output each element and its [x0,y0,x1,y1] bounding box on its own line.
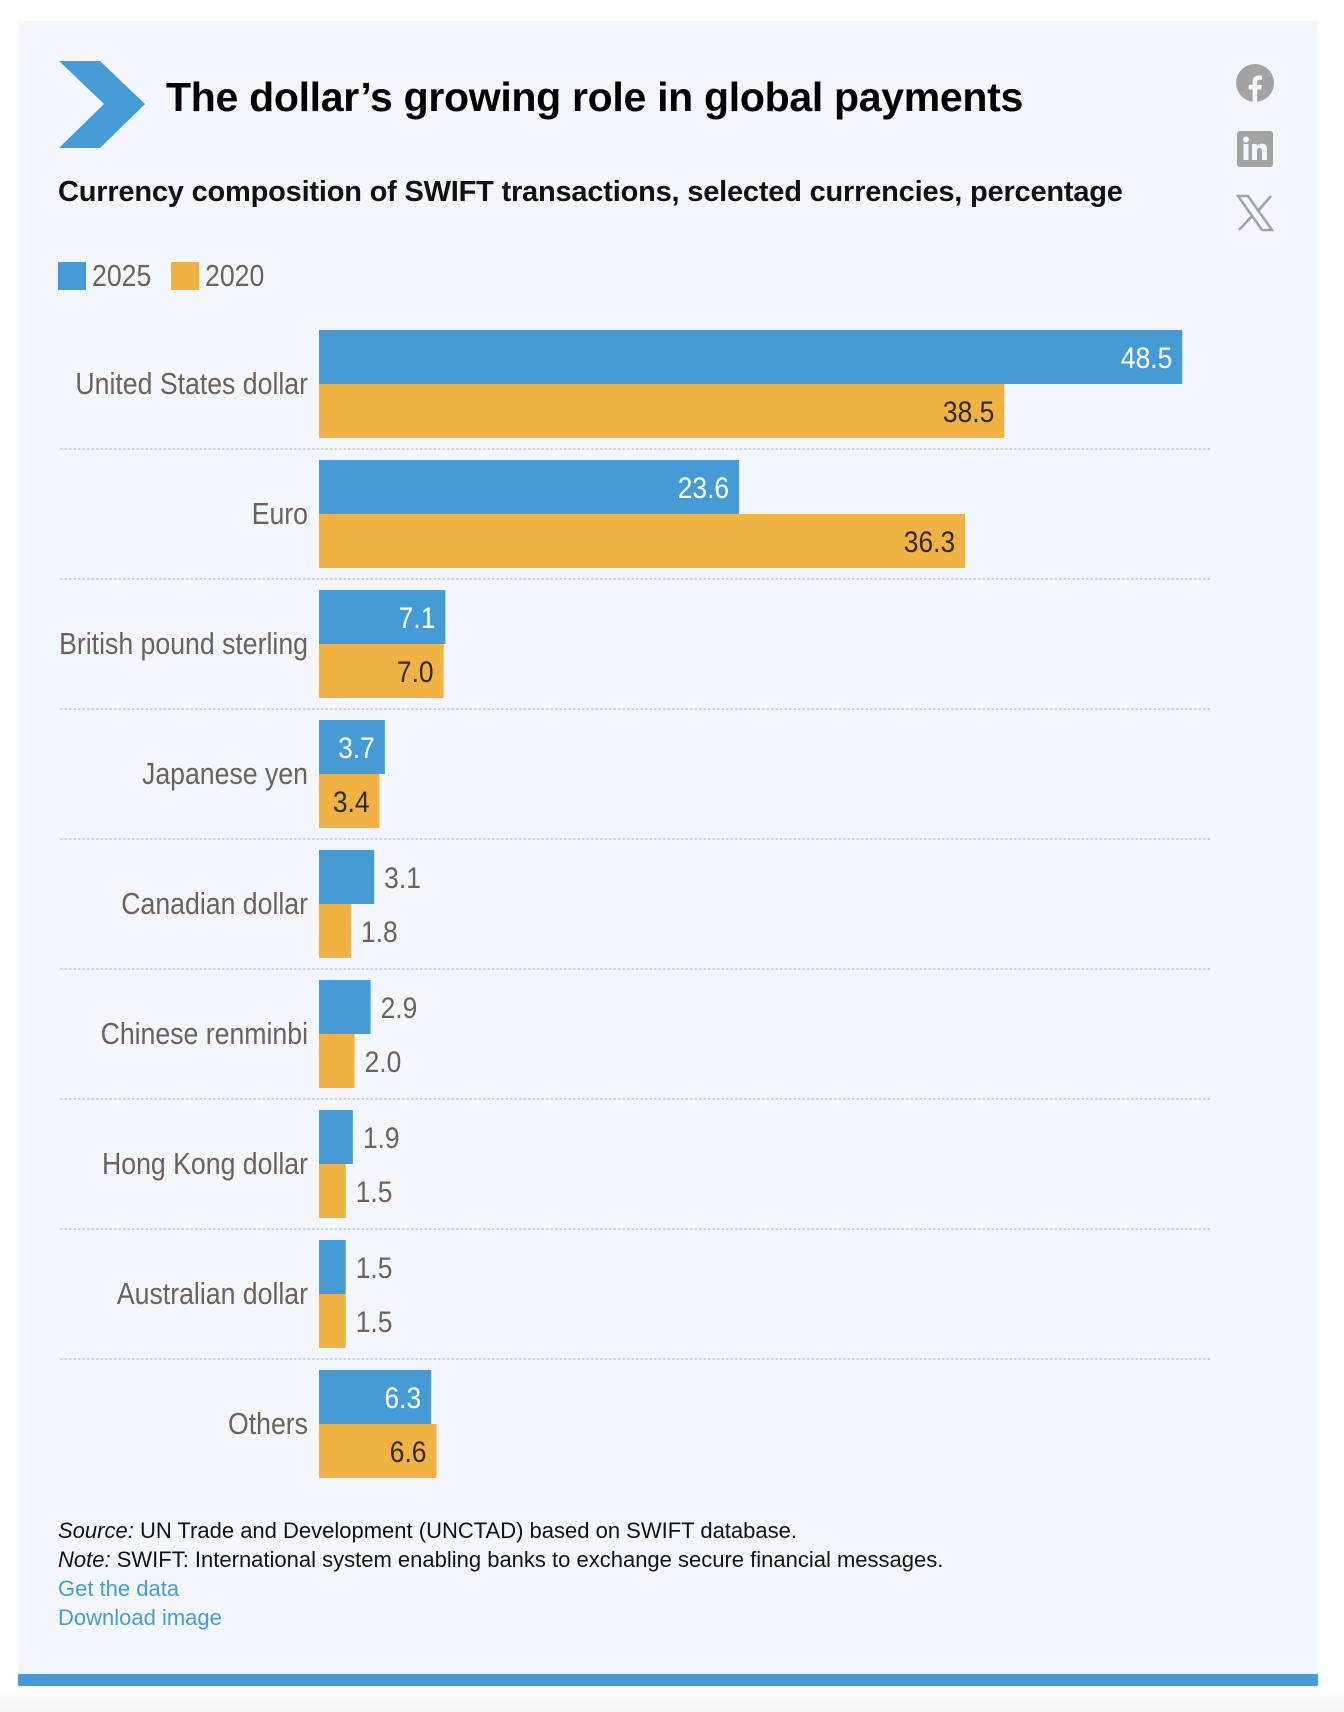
source-label: Source: [58,1518,134,1543]
bar-2025-hong-kong-dollar[interactable] [319,1110,353,1164]
bar-2025-others[interactable] [319,1370,432,1424]
data-label-2025-australian-dollar: 1.5 [356,1250,393,1284]
chart-subtitle: Currency composition of SWIFT transactio… [58,176,1123,208]
bar-2020-hong-kong-dollar[interactable] [319,1164,346,1218]
data-label-2020-others: 6.6 [390,1434,427,1468]
legend-label-2020: 2020 [204,258,265,293]
category-label-united-states-dollar: United States dollar [75,367,308,401]
bar-2025-chinese-renminbi[interactable] [319,980,371,1034]
category-label-australian-dollar: Australian dollar [117,1277,308,1311]
data-label-2020-japanese-yen: 3.4 [333,784,370,818]
bar-2025-united-states-dollar[interactable] [319,330,1183,384]
category-label-euro: Euro [252,497,308,531]
note-line: Note: SWIFT: International system enabli… [58,1545,943,1574]
chevron-logo-icon [59,61,145,148]
note-label: Note: [58,1547,111,1572]
bar-2020-united-states-dollar[interactable] [319,384,1005,438]
legend-swatch-2025 [58,262,86,290]
chart-panel [18,21,1318,1674]
bar-2020-japanese-yen[interactable] [319,774,380,828]
data-label-2020-australian-dollar: 1.5 [356,1304,393,1338]
data-label-2020-british-pound-sterling: 7.0 [397,654,434,688]
data-label-2020-euro: 36.3 [904,524,955,558]
chart-footer: Source: UN Trade and Development (UNCTAD… [58,1516,943,1632]
bar-2020-british-pound-sterling[interactable] [319,644,444,698]
legend-item-2020[interactable]: 2020 [170,258,265,294]
bar-2025-canadian-dollar[interactable] [319,850,375,904]
data-label-2020-chinese-renminbi: 2.0 [365,1044,402,1078]
facebook-icon[interactable] [1236,64,1274,102]
chart-legend: 2025 2020 [58,258,284,293]
legend-label-2025: 2025 [92,258,152,293]
get-the-data-link[interactable]: Get the data [58,1576,180,1601]
download-image-link[interactable]: Download image [58,1605,222,1630]
category-label-japanese-yen: Japanese yen [142,757,308,791]
bar-2025-japanese-yen[interactable] [319,720,385,774]
category-label-chinese-renminbi: Chinese renminbi [101,1017,308,1051]
data-label-2025-hong-kong-dollar: 1.9 [363,1120,400,1154]
bar-2025-australian-dollar[interactable] [319,1240,346,1294]
bar-2020-euro[interactable] [319,514,966,568]
legend-swatch-2020 [170,262,199,290]
data-label-2020-hong-kong-dollar: 1.5 [356,1174,393,1208]
data-label-2025-united-states-dollar: 48.5 [1121,340,1172,374]
category-label-british-pound-sterling: British pound sterling [59,627,308,661]
data-label-2020-canadian-dollar: 1.8 [361,914,398,948]
data-label-2025-japanese-yen: 3.7 [338,730,375,764]
data-label-2025-british-pound-sterling: 7.1 [399,600,436,634]
data-label-2025-chinese-renminbi: 2.9 [381,990,418,1024]
source-text: UN Trade and Development (UNCTAD) based … [133,1518,797,1543]
legend-item-2025[interactable]: 2025 [58,258,151,294]
data-label-2025-others: 6.3 [384,1380,421,1414]
category-label-others: Others [228,1407,308,1441]
bar-2020-australian-dollar[interactable] [319,1294,346,1348]
data-label-2020-united-states-dollar: 38.5 [943,394,994,428]
x-icon[interactable] [1236,194,1274,232]
source-line: Source: UN Trade and Development (UNCTAD… [58,1516,943,1545]
data-label-2025-euro: 23.6 [678,470,729,504]
data-label-2025-canadian-dollar: 3.1 [384,860,421,894]
bar-2020-canadian-dollar[interactable] [319,904,352,958]
bottom-accent-bar [18,1674,1318,1686]
bar-2025-euro[interactable] [319,460,740,514]
linkedin-icon[interactable] [1236,130,1274,168]
category-label-canadian-dollar: Canadian dollar [121,887,308,921]
chart-title: The dollar’s growing role in global paym… [166,74,1024,120]
bar-2020-others[interactable] [319,1424,437,1478]
note-text: SWIFT: International system enabling ban… [110,1547,944,1572]
bar-2020-chinese-renminbi[interactable] [319,1034,355,1088]
category-label-hong-kong-dollar: Hong Kong dollar [102,1147,308,1181]
bar-2025-british-pound-sterling[interactable] [319,590,446,644]
